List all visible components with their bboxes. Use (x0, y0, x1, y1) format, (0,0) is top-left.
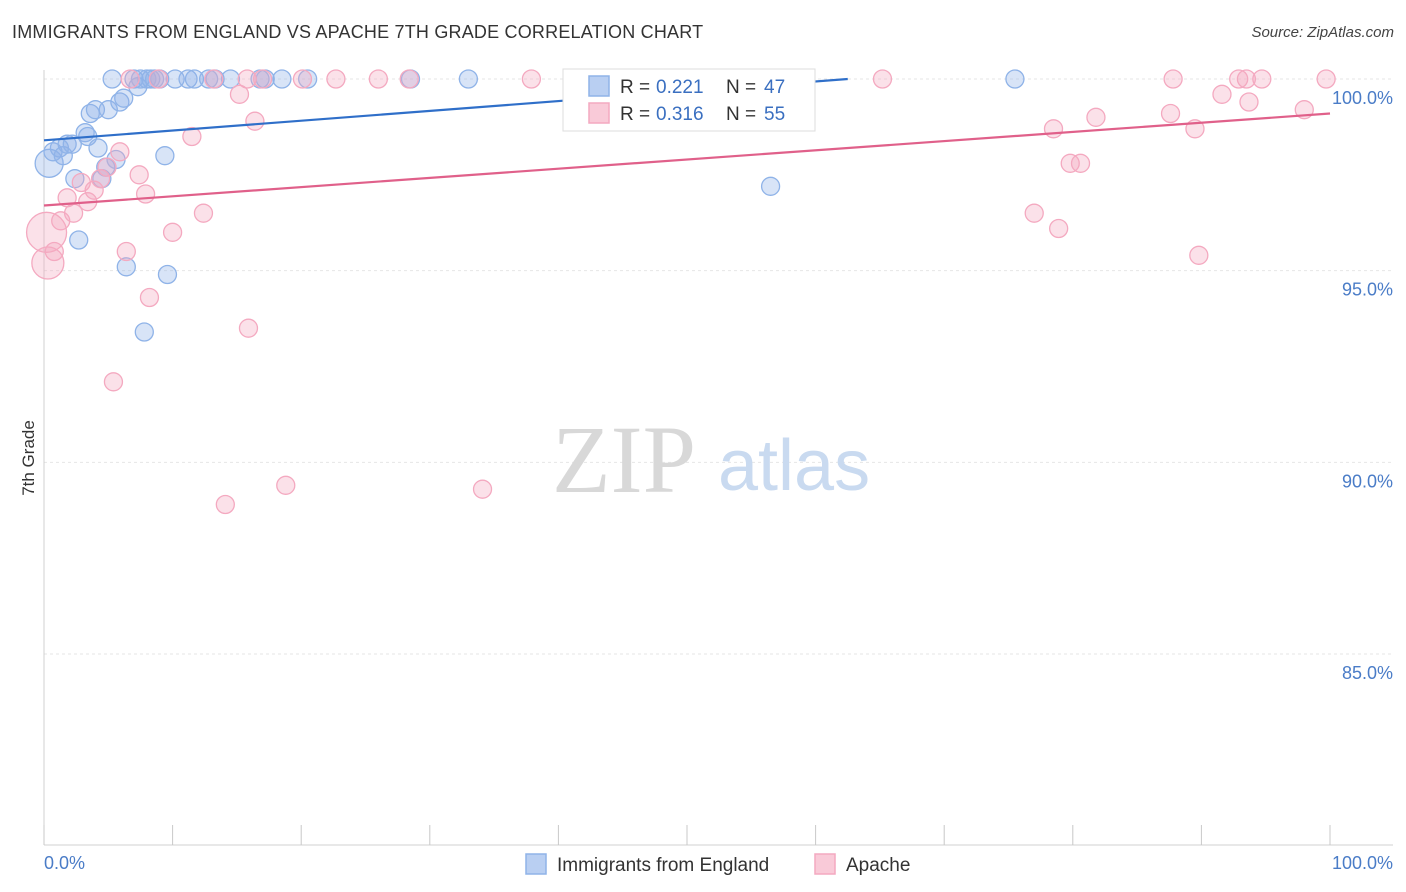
point-apache-26 (238, 318, 259, 338)
legend-swatch-bottom-apache (814, 853, 836, 875)
point-apache-28 (252, 69, 273, 89)
point-apache-14 (120, 69, 140, 89)
point-apache-42 (1060, 153, 1080, 173)
point-apache-2 (44, 241, 64, 262)
point-england-44 (760, 176, 781, 196)
y-tick-label-3: 85.0% (1342, 663, 1393, 683)
point-england-32 (178, 69, 198, 89)
chart-source: Source: ZipAtlas.com (1251, 24, 1394, 41)
point-apache-46 (1163, 69, 1183, 89)
point-england-16 (102, 69, 122, 89)
point-apache-33 (399, 69, 419, 89)
point-apache-39 (1024, 203, 1044, 223)
x-tick-label-left: 0.0% (44, 853, 85, 873)
point-apache-55 (1316, 69, 1336, 89)
point-apache-31 (326, 69, 346, 89)
point-apache-43 (1070, 153, 1091, 173)
legend-label-england: Immigrants from England (557, 855, 769, 876)
point-apache-25 (237, 69, 257, 89)
point-apache-51 (1236, 69, 1257, 89)
point-england-24 (134, 322, 154, 342)
point-apache-16 (135, 184, 156, 204)
scatter-points (25, 69, 1336, 515)
point-england-15 (98, 100, 118, 120)
point-apache-13 (116, 241, 136, 262)
point-apache-27 (245, 111, 265, 131)
y-tick-label-0: 100.0% (1332, 88, 1393, 108)
point-england-5 (62, 134, 82, 154)
point-england-36 (220, 69, 241, 89)
point-apache-19 (162, 222, 183, 242)
point-apache-48 (1189, 245, 1209, 265)
chart-title: IMMIGRANTS FROM ENGLAND VS APACHE 7TH GR… (12, 22, 704, 42)
legend-r-label-apache: R = (620, 104, 650, 125)
point-england-33 (184, 69, 205, 89)
trend-line-apache (43, 112, 1331, 207)
axes (43, 70, 1393, 846)
legend-r-value-england: 0.221 (656, 77, 704, 98)
legend-r-value-apache: 0.316 (656, 104, 704, 125)
legend-swatch-apache (588, 102, 610, 124)
point-apache-35 (521, 69, 542, 89)
point-apache-18 (148, 69, 169, 89)
point-apache-29 (276, 475, 296, 495)
point-england-29 (155, 146, 175, 166)
point-apache-23 (215, 494, 235, 515)
legend-swatch-england (588, 75, 610, 97)
point-apache-24 (229, 84, 250, 104)
legend-swatch-bottom-england (525, 853, 547, 875)
point-england-30 (157, 264, 178, 285)
point-apache-17 (139, 287, 160, 308)
point-england-39 (272, 69, 292, 89)
legend-label-apache: Apache (846, 855, 910, 876)
grid-lines (44, 78, 1393, 655)
point-apache-12 (110, 142, 130, 162)
point-england-34 (198, 69, 219, 89)
point-apache-41 (1049, 218, 1069, 239)
point-apache-44 (1086, 107, 1106, 127)
point-apache-8 (84, 180, 104, 200)
stats-legend: R = 0.221 N = 47 R = 0.316 N = 55 (562, 68, 816, 132)
series-legend: Immigrants from England Apache (525, 853, 910, 876)
point-apache-1 (31, 246, 65, 280)
watermark-zip: ZIP (552, 406, 696, 513)
point-apache-38 (872, 69, 893, 89)
point-apache-45 (1160, 103, 1181, 124)
point-apache-40 (1043, 119, 1064, 139)
y-axis-title: 7th Grade (19, 420, 38, 496)
point-apache-30 (292, 69, 313, 89)
legend-n-value-apache: 55 (764, 104, 785, 125)
point-england-42 (458, 69, 479, 89)
point-england-45 (1005, 69, 1025, 89)
y-tick-label-2: 90.0% (1342, 471, 1393, 491)
point-apache-20 (182, 126, 202, 147)
point-apache-32 (368, 69, 389, 89)
point-apache-52 (1239, 92, 1259, 112)
point-apache-9 (90, 169, 111, 189)
point-apache-11 (103, 372, 124, 392)
point-england-12 (88, 138, 108, 158)
y-tick-label-1: 95.0% (1342, 280, 1393, 300)
point-england-19 (114, 88, 134, 108)
point-england-7 (69, 230, 89, 250)
point-apache-15 (129, 165, 149, 185)
point-england-40 (297, 69, 318, 89)
y-tick-labels: 100.0% 95.0% 90.0% 85.0% (1332, 88, 1393, 683)
point-apache-10 (97, 157, 117, 177)
point-apache-21 (193, 203, 214, 223)
legend-n-label-apache: N = (726, 104, 756, 125)
legend-n-label-england: N = (726, 77, 756, 98)
point-apache-34 (472, 479, 493, 499)
legend-n-value-england: 47 (764, 77, 785, 98)
point-apache-22 (204, 69, 224, 89)
legend-r-label-england: R = (620, 77, 650, 98)
x-ticks (43, 825, 1331, 845)
point-apache-53 (1252, 69, 1272, 89)
point-apache-49 (1212, 84, 1232, 104)
x-tick-label-right: 100.0% (1332, 853, 1393, 873)
watermark-atlas: atlas (718, 426, 870, 506)
point-apache-50 (1229, 69, 1249, 89)
point-england-20 (116, 257, 136, 277)
